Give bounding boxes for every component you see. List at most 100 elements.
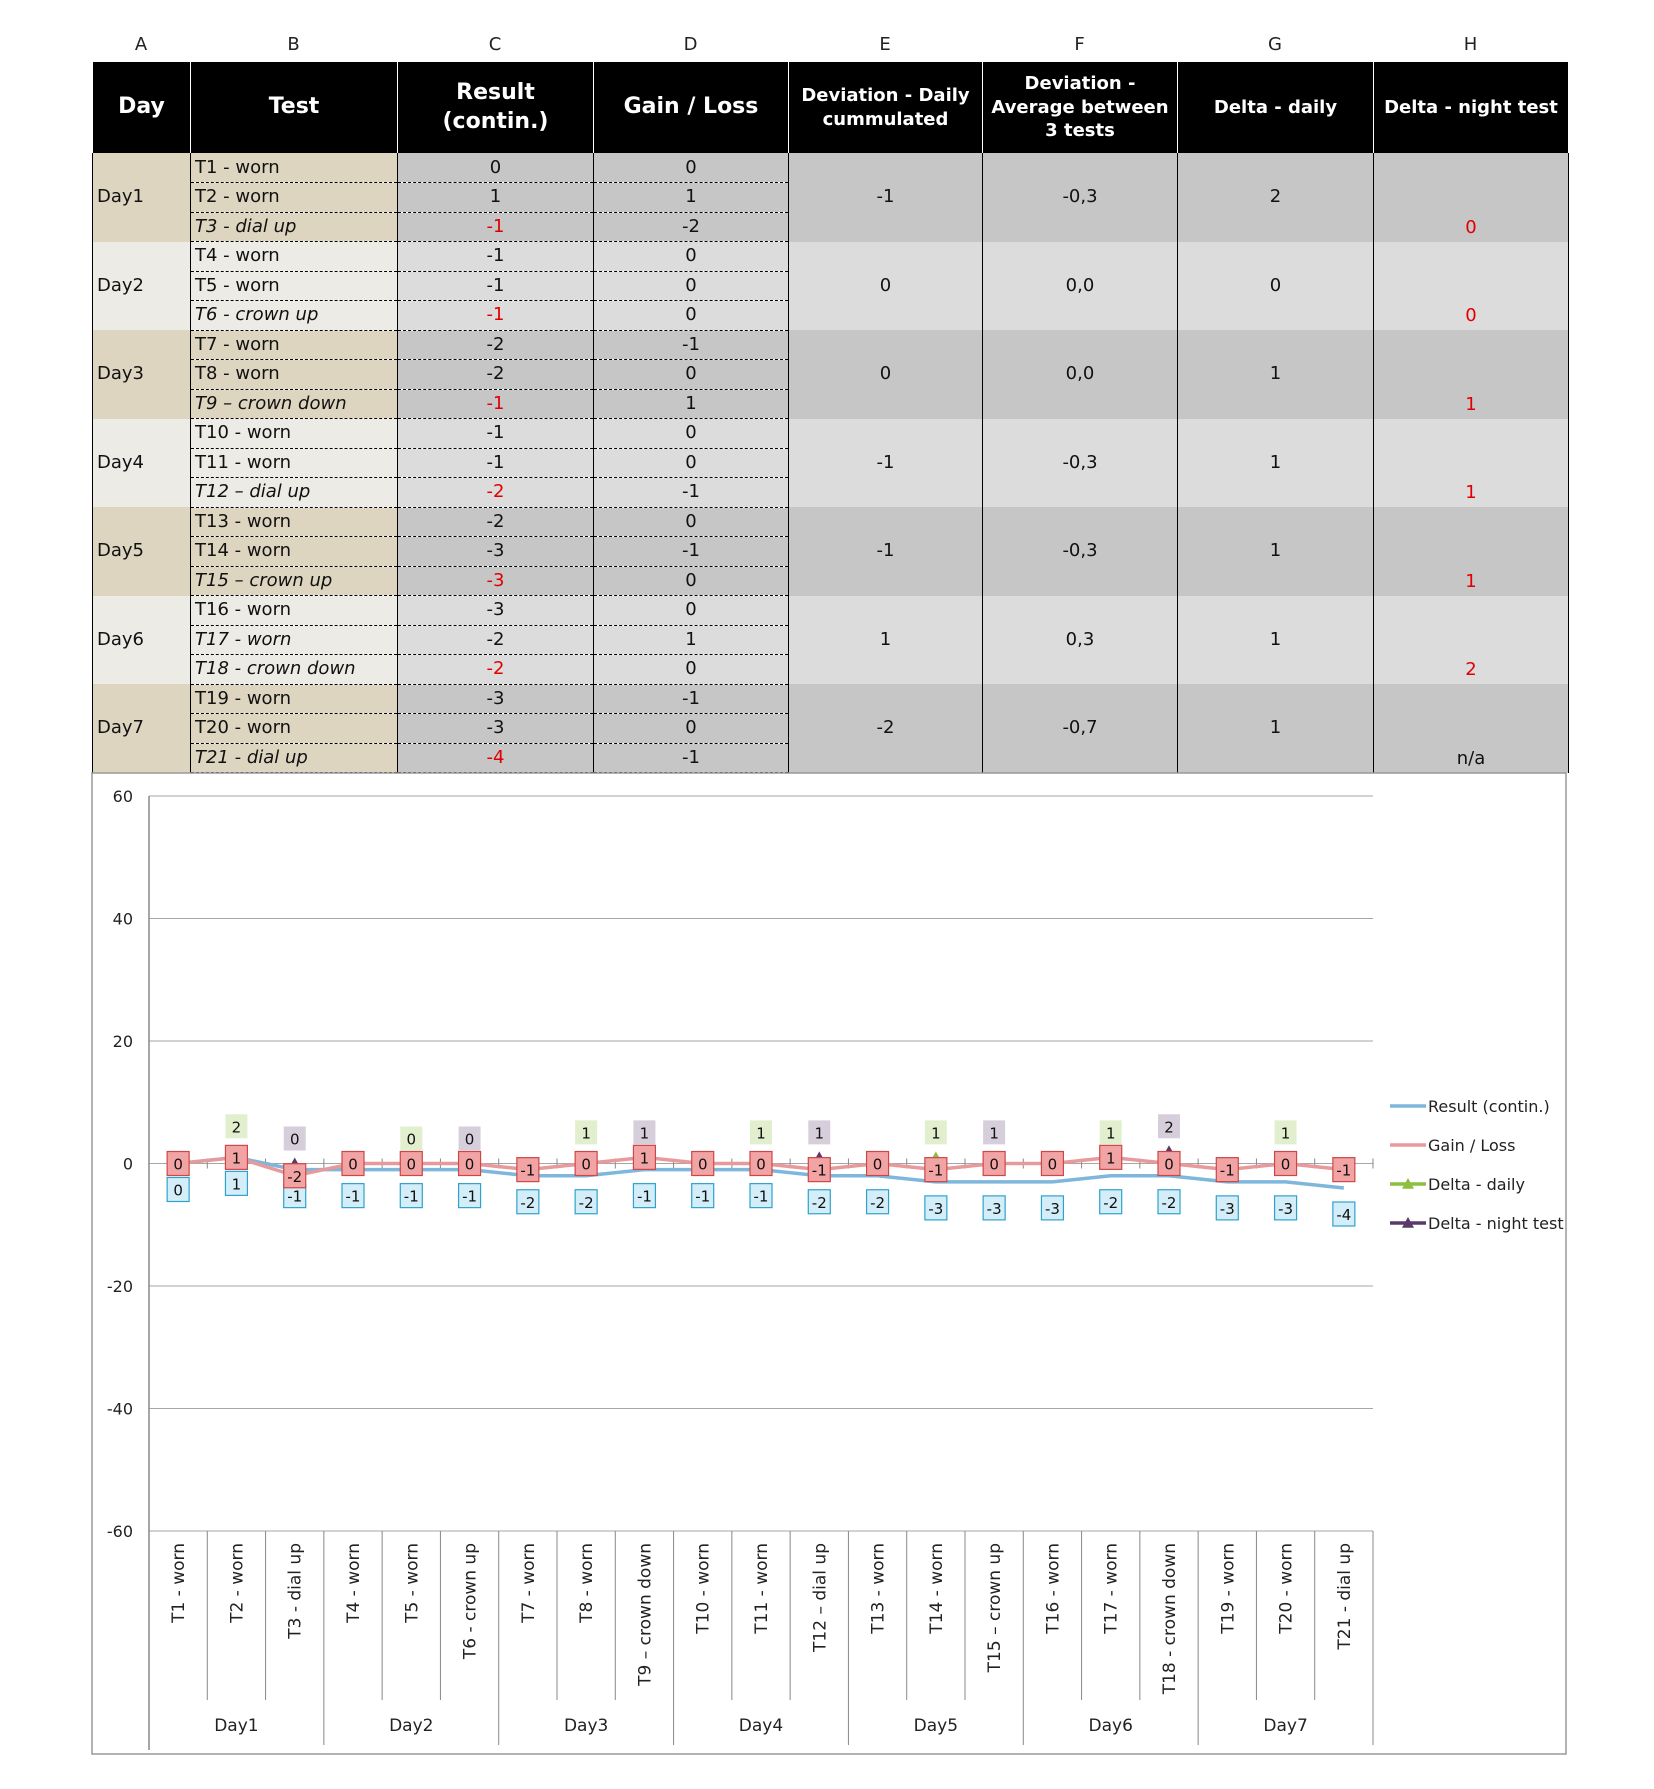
x-tick-label: T8 - worn xyxy=(577,1543,597,1624)
x-tick-label: T17 - worn xyxy=(1102,1543,1122,1635)
data-label: -3 xyxy=(987,1200,1002,1218)
gain-cell: 0 xyxy=(593,654,789,685)
gain-cell: 0 xyxy=(593,359,789,390)
table-row: Day6 T16 - worn -3 0 1 0,3 1 2 xyxy=(92,595,1569,684)
test-name: T1 - worn xyxy=(190,153,398,183)
table-row: T15 – crown up -3 0 xyxy=(93,566,1569,596)
series-marker xyxy=(1163,1145,1175,1157)
x-tick-label: T2 - worn xyxy=(227,1543,247,1624)
test-name: T8 - worn xyxy=(190,359,398,390)
result-cell: -2 xyxy=(397,654,594,685)
data-label: -2 xyxy=(870,1194,885,1212)
table-row: T12 – dial up -2 -1 xyxy=(93,477,1569,508)
series-marker xyxy=(580,1151,593,1163)
result-cell: -1 xyxy=(397,418,594,449)
data-label-box xyxy=(399,1183,423,1209)
data-label-box xyxy=(632,1183,657,1209)
legend-label: Gain / Loss xyxy=(1428,1136,1515,1155)
gain-cell: 1 xyxy=(593,182,789,213)
day-cell: Day1 xyxy=(92,153,191,242)
series-marker xyxy=(230,1145,243,1157)
data-label: -1 xyxy=(754,1188,769,1206)
data-label-box xyxy=(341,1150,365,1177)
dev-daily-cell: -2 xyxy=(788,684,983,773)
column-letter: F xyxy=(1074,34,1085,55)
data-label: -3 xyxy=(928,1200,943,1218)
delta-night-cell: 0 xyxy=(1373,153,1569,242)
delta-night-cell: n/a xyxy=(1373,684,1569,773)
test-name: T20 - worn xyxy=(190,713,398,744)
delta-night-cell: 2 xyxy=(1373,595,1569,684)
data-label: 1 xyxy=(640,1124,650,1142)
test-name: T17 - worn xyxy=(190,625,398,655)
group-label: Day3 xyxy=(564,1716,608,1736)
data-label: -1 xyxy=(404,1188,419,1206)
data-label: 0 xyxy=(407,1131,417,1149)
x-tick-label: T13 - worn xyxy=(869,1543,889,1635)
data-label-box xyxy=(1099,1144,1123,1170)
delta-night-cell: 0 xyxy=(1373,241,1569,330)
data-label: 1 xyxy=(931,1124,941,1142)
group-label: Day6 xyxy=(1089,1716,1133,1736)
test-name: T4 - worn xyxy=(190,241,398,272)
table-row: T5 - worn -1 0 xyxy=(93,271,1569,301)
data-label-box xyxy=(166,1176,190,1203)
data-label-box xyxy=(924,1157,948,1183)
data-label-box xyxy=(224,1170,249,1196)
data-label-box xyxy=(982,1195,1006,1221)
data-label: 1 xyxy=(1281,1124,1291,1142)
result-cell: -1 xyxy=(397,448,594,478)
data-label: -1 xyxy=(462,1188,477,1206)
series-marker xyxy=(405,1157,418,1169)
data-label: 0 xyxy=(290,1131,300,1149)
result-cell: -1 xyxy=(397,300,594,331)
y-tick-label: -40 xyxy=(107,1400,133,1419)
dev-daily-cell: 1 xyxy=(788,595,983,684)
data-label: -3 xyxy=(1045,1200,1060,1218)
legend-marker xyxy=(1402,1178,1414,1189)
result-cell: -2 xyxy=(397,477,594,508)
data-label: -1 xyxy=(812,1162,827,1180)
data-label: -1 xyxy=(928,1162,943,1180)
column-letter: D xyxy=(683,34,698,55)
table-row: T18 - crown down -2 0 xyxy=(93,654,1569,685)
data-label: 0 xyxy=(581,1156,591,1174)
result-cell: -4 xyxy=(397,743,594,773)
data-label-box xyxy=(807,1189,831,1215)
data-label-box xyxy=(1157,1189,1181,1215)
data-label: 1 xyxy=(815,1124,825,1142)
table-row: T8 - worn -2 0 xyxy=(93,359,1569,390)
table-row: T14 - worn -3 -1 xyxy=(93,536,1569,567)
dev-avg-cell: -0,3 xyxy=(982,153,1178,242)
gain-cell: 0 xyxy=(593,448,789,478)
group-label: Day5 xyxy=(914,1716,958,1736)
data-label-box xyxy=(633,1120,656,1145)
gain-cell: 0 xyxy=(593,595,789,626)
data-label-box xyxy=(750,1120,772,1145)
x-tick-label: T18 - crown down xyxy=(1160,1543,1180,1695)
series-marker xyxy=(463,1157,476,1169)
x-tick-label: T19 - worn xyxy=(1218,1543,1238,1635)
data-label-box xyxy=(865,1189,890,1215)
result-cell: -3 xyxy=(397,536,594,567)
delta-daily-cell: 1 xyxy=(1177,418,1374,507)
data-label: 0 xyxy=(1281,1156,1291,1174)
gain-cell: 0 xyxy=(593,241,789,272)
data-label-box xyxy=(982,1150,1006,1177)
gain-cell: 0 xyxy=(593,566,789,596)
dev-daily-cell: 0 xyxy=(788,241,983,330)
header-cell: Delta - night test xyxy=(1373,62,1569,153)
series-line xyxy=(177,1155,1345,1190)
table-row: T21 - dial up -4 -1 xyxy=(93,743,1569,773)
x-tick-label: T6 - crown up xyxy=(461,1543,481,1660)
gain-cell: 1 xyxy=(593,625,789,655)
column-letter: C xyxy=(488,34,502,55)
table-row: Day7 T19 - worn -3 -1 -2 -0,7 1 n/a xyxy=(92,684,1569,773)
delta-daily-cell: 2 xyxy=(1177,153,1374,242)
delta-daily-cell: 1 xyxy=(1177,330,1374,419)
dev-avg-cell: 0,0 xyxy=(982,330,1178,419)
x-tick-label: T12 – dial up xyxy=(810,1543,830,1653)
day-cell: Day4 xyxy=(92,418,191,507)
data-label: 0 xyxy=(1048,1156,1058,1174)
result-cell: -3 xyxy=(397,684,594,714)
